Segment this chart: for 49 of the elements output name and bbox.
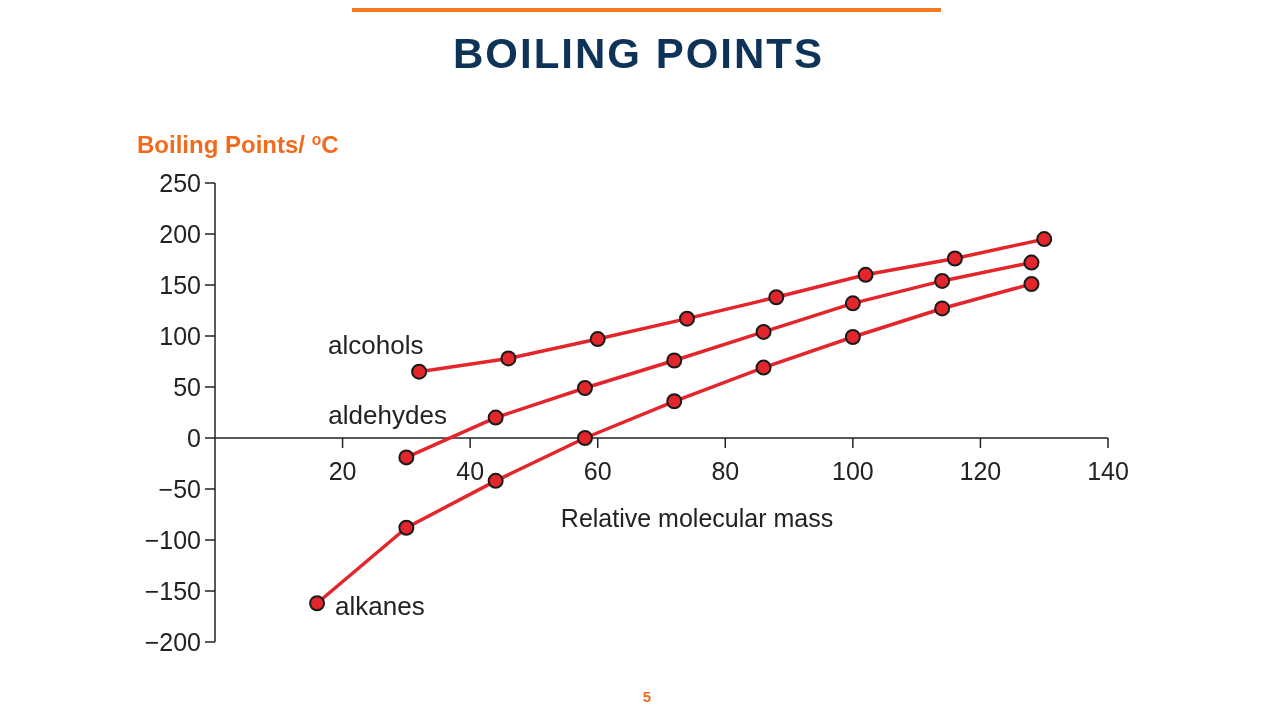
point: [844, 329, 861, 346]
y-tick-label: −200: [144, 627, 201, 656]
point: [679, 310, 696, 327]
point: [946, 250, 963, 267]
point: [1023, 275, 1040, 292]
point: [755, 323, 772, 340]
point: [576, 430, 593, 446]
point: [487, 472, 504, 489]
x-tick-label: 80: [711, 457, 740, 485]
point: [934, 272, 951, 289]
point: [844, 295, 861, 312]
y-tick-label: 150: [159, 270, 201, 299]
y-tick-label: 0: [187, 423, 201, 452]
point: [500, 350, 517, 367]
x-tick-label: 140: [1087, 457, 1129, 485]
y-tick-label: −50: [158, 474, 201, 503]
x-tick-label: 40: [456, 457, 485, 485]
y-tick-label: 250: [159, 168, 201, 197]
x-tick-label: 100: [832, 457, 874, 485]
point: [398, 449, 415, 466]
series-label: alcohols: [328, 329, 424, 360]
point: [398, 519, 415, 536]
x-tick-label: 120: [959, 457, 1002, 485]
point: [576, 380, 593, 397]
point: [411, 363, 428, 380]
y-tick-label: 50: [173, 372, 201, 401]
point: [589, 331, 606, 348]
y-tick-label: −100: [144, 525, 201, 554]
point: [857, 266, 874, 283]
series-label: alkanes: [335, 591, 425, 622]
y-tick-label: 100: [159, 321, 201, 350]
y-tick-label: −150: [144, 576, 201, 605]
point: [768, 289, 785, 306]
chart-title: BOILING POINTS: [452, 30, 825, 77]
point: [1036, 231, 1053, 248]
point: [666, 352, 683, 369]
point: [487, 409, 504, 426]
point: [934, 300, 951, 317]
point: [1023, 254, 1040, 271]
x-axis-title: Relative molecular mass: [560, 504, 834, 532]
point: [666, 393, 683, 410]
y-tick-label: 200: [159, 219, 201, 248]
point: [755, 359, 772, 376]
series-label: aldehydes: [328, 400, 447, 431]
text: 5: [642, 688, 652, 705]
x-tick-label: 60: [583, 457, 612, 485]
y-axis-title: Boiling Points/ $^{o}$C: [137, 130, 339, 158]
point: [309, 595, 326, 612]
x-tick-label: 20: [328, 457, 357, 485]
